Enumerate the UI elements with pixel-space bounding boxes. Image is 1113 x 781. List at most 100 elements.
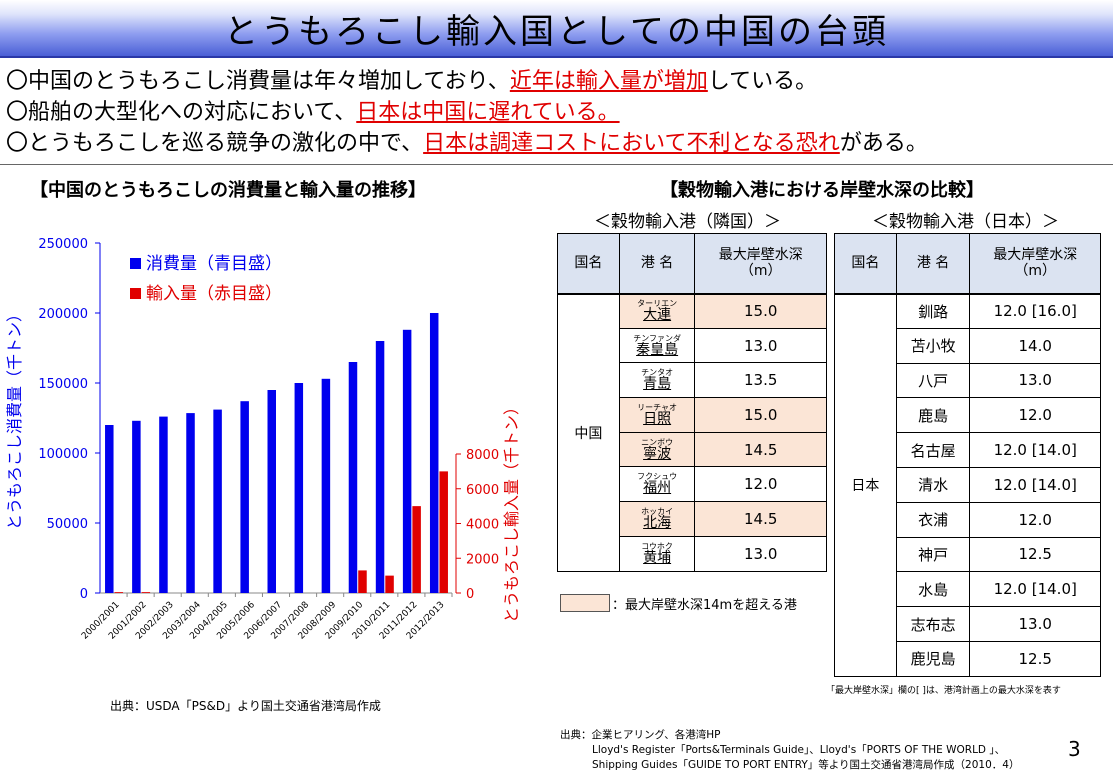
bullet-list: 〇中国のとうもろこし消費量は年々増加しており、近年は輸入量が増加している。 〇船… bbox=[6, 66, 1106, 159]
right-axis-label: とうもろこし輸入量（千トン） bbox=[502, 399, 520, 623]
port-name: 日照 bbox=[643, 410, 672, 427]
legend-swatch-imports bbox=[130, 288, 141, 299]
port-reading: フクシュウ bbox=[637, 472, 678, 482]
depth-cell: 12.0 bbox=[969, 397, 1101, 434]
consumption-bar bbox=[402, 329, 412, 593]
neighbor-port-table: 国名 港 名 最大岸壁水深 （m） 中国 ターリエン 大連 15.0 チンファンダ 秦皇島 1… bbox=[557, 233, 827, 572]
bullet-item: 〇船舶の大型化への対応において、日本は中国に遅れている。 bbox=[6, 97, 1106, 128]
header-country: 国名 bbox=[834, 233, 897, 294]
header-depth: 最大岸壁水深 （m） bbox=[694, 233, 827, 294]
port-cell: チンファンダ 秦皇島 bbox=[618, 327, 696, 364]
consumption-bar bbox=[186, 413, 195, 593]
header-port: 港 名 bbox=[618, 233, 696, 294]
legend-label-consumption: 消費量（青目盛） bbox=[146, 254, 282, 274]
port-name: 八戸 bbox=[895, 362, 971, 399]
consumption-bar bbox=[159, 416, 168, 593]
table-row: ホッカイ 北海 14.5 bbox=[558, 501, 827, 537]
consumption-bar bbox=[321, 378, 331, 593]
bullet-text: 〇中国のとうもろこし消費量は年々増加しており、 bbox=[6, 69, 510, 94]
imports-bar bbox=[358, 570, 367, 593]
title-bar: とうもろこし輸入国としての中国の台頭 bbox=[0, 0, 1113, 58]
depth-cell: 12.5 bbox=[969, 640, 1101, 677]
table-row: 鹿児島 12.5 bbox=[835, 640, 1101, 677]
depth-cell: 12.5 bbox=[969, 536, 1101, 573]
header-depth-line1: 最大岸壁水深 bbox=[993, 247, 1078, 264]
port-cell: リーチャオ 日照 bbox=[618, 397, 696, 433]
left-tick-label: 150000 bbox=[38, 377, 88, 392]
port-name: 鹿児島 bbox=[895, 640, 971, 677]
consumption-bar bbox=[375, 341, 385, 593]
right-tick-label: 0 bbox=[466, 587, 474, 602]
consumption-bar bbox=[348, 362, 358, 593]
port-reading: チンタオ bbox=[641, 368, 674, 378]
consumption-bar bbox=[213, 409, 222, 593]
port-cell: コウホク 黄埔 bbox=[618, 535, 696, 572]
depth-cell: 14.0 bbox=[969, 327, 1101, 364]
table-row: コウホク 黄埔 13.0 bbox=[558, 535, 827, 572]
port-reading: リーチャオ bbox=[637, 402, 678, 412]
depth-cell: 13.0 bbox=[969, 362, 1101, 399]
header-country: 国名 bbox=[557, 233, 620, 294]
port-name: 福州 bbox=[643, 480, 672, 497]
left-tick-label: 100000 bbox=[38, 447, 88, 462]
neighbor-table-subtitle: ＜穀物輸入港（隣国）＞ bbox=[594, 212, 781, 232]
table-row: 衣浦 12.0 bbox=[835, 501, 1101, 538]
left-tick-label: 50000 bbox=[47, 517, 88, 532]
port-cell: チンタオ 青島 bbox=[618, 362, 696, 399]
port-name: 志布志 bbox=[895, 606, 971, 642]
slide-title: とうもろこし輸入国としての中国の台頭 bbox=[224, 11, 889, 52]
consumption-bar bbox=[132, 420, 141, 593]
port-name: 神戸 bbox=[895, 536, 971, 573]
port-name: 苫小牧 bbox=[895, 327, 971, 364]
depth-cell: 15.0 bbox=[694, 397, 827, 433]
table-row: チンファンダ 秦皇島 13.0 bbox=[558, 327, 827, 364]
depth-cell: 12.0 bbox=[694, 466, 827, 503]
left-tick-label: 250000 bbox=[38, 237, 88, 252]
consumption-bar bbox=[429, 313, 439, 593]
depth-cell: 12.0 [16.0] bbox=[969, 292, 1101, 329]
depth-cell: 14.5 bbox=[694, 431, 827, 468]
source-right: 出典：企業ヒアリング、各港湾HP Lloyd's Register「Ports&… bbox=[560, 728, 1019, 773]
bullet-text: がある。 bbox=[839, 131, 928, 156]
source-line: Shipping Guides「GUIDE TO PORT ENTRY」等より国… bbox=[592, 759, 1020, 771]
port-name: 黄埔 bbox=[643, 549, 672, 566]
table-row: 鹿島 12.0 bbox=[835, 397, 1101, 434]
table-row: 名古屋 12.0 [14.0] bbox=[835, 432, 1101, 468]
depth-cell: 13.0 bbox=[969, 606, 1101, 642]
bullet-text: 〇船舶の大型化への対応において、 bbox=[6, 100, 357, 125]
table-row: 水島 12.0 [14.0] bbox=[835, 571, 1101, 608]
consumption-bar bbox=[105, 425, 114, 593]
right-tick-label: 4000 bbox=[466, 518, 499, 533]
port-reading: コウホク bbox=[641, 541, 673, 551]
japan-port-table: 国名 港 名 最大岸壁水深 （m） 日本 釧路 12.0 [16.0] 苫小牧 14.0 八… bbox=[834, 233, 1101, 677]
port-name: 名古屋 bbox=[895, 432, 971, 468]
bullet-highlight: 日本は調達コストにおいて不利となる恐れ bbox=[423, 131, 840, 156]
bullet-highlight: 近年は輸入量が増加 bbox=[509, 69, 708, 94]
table-row: 日本 釧路 12.0 [16.0] bbox=[834, 292, 1101, 677]
left-axis-label: とうもろこし消費量（千トン） bbox=[5, 306, 24, 530]
country-cell: 日本 bbox=[834, 292, 897, 677]
divider bbox=[0, 164, 1113, 165]
port-name: 青島 bbox=[643, 376, 672, 393]
table-row: チンタオ 青島 13.5 bbox=[558, 362, 827, 399]
consumption-bar bbox=[294, 383, 304, 593]
header-depth-line2: （m） bbox=[739, 263, 782, 280]
port-cell: ホッカイ 北海 bbox=[618, 501, 696, 537]
port-reading: ターリエン bbox=[637, 299, 678, 309]
port-reading: ニンボウ bbox=[641, 437, 674, 447]
table-row: 神戸 12.5 bbox=[835, 536, 1101, 573]
imports-bar bbox=[412, 506, 421, 593]
table-row: 中国 ターリエン 大連 15.0 bbox=[557, 292, 827, 572]
consumption-imports-chart: 0 50000 100000 150000 200000 250000 0 2000 4000 6… bbox=[5, 237, 520, 642]
header-depth: 最大岸壁水深 （m） bbox=[969, 233, 1101, 294]
port-name: 鹿島 bbox=[895, 397, 971, 434]
port-cell: フクシュウ 福州 bbox=[618, 466, 696, 503]
port-name: 北海 bbox=[643, 514, 672, 531]
bullet-text: 〇とうもろこしを巡る競争の激化の中で、 bbox=[6, 131, 424, 156]
right-tick-label: 2000 bbox=[466, 552, 499, 567]
imports-bar bbox=[114, 592, 124, 593]
highlight-legend-swatch bbox=[560, 594, 610, 612]
port-name: 大連 bbox=[643, 307, 672, 324]
depth-cell: 15.0 bbox=[694, 292, 827, 329]
depth-cell: 12.0 [14.0] bbox=[969, 571, 1101, 608]
